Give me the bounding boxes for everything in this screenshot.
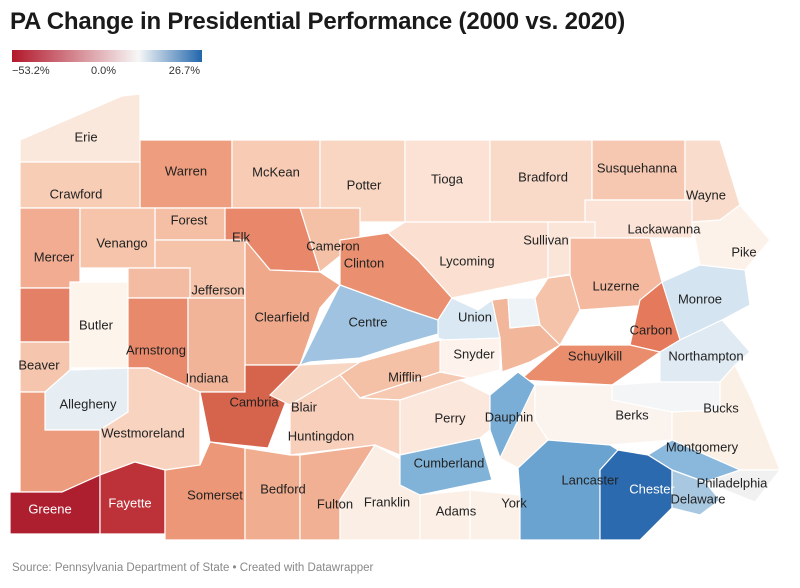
county-label-lycoming: Lycoming <box>439 253 494 268</box>
county-label-pike: Pike <box>731 244 756 259</box>
county-label-jefferson: Jefferson <box>191 282 244 297</box>
color-legend: −53.2% 0.0% 26.7% <box>12 50 202 81</box>
county-label-cambria: Cambria <box>229 394 279 409</box>
county-label-westmoreland: Westmoreland <box>101 425 185 440</box>
county-mercer <box>19 207 81 289</box>
county-delaware <box>671 469 721 516</box>
legend-min-label: −53.2% <box>12 65 50 77</box>
county-label-sullivan: Sullivan <box>523 232 569 247</box>
county-label-clearfield: Clearfield <box>255 309 310 324</box>
county-philadelphia <box>703 469 782 503</box>
county-label-bedford: Bedford <box>260 481 306 496</box>
county-label-chester: Chester <box>629 481 675 496</box>
county-label-berks: Berks <box>615 407 649 422</box>
county-chester <box>599 449 673 541</box>
county-label-snyder: Snyder <box>453 346 495 361</box>
county-label-blair: Blair <box>291 399 318 414</box>
county-clarion <box>127 267 191 299</box>
county-label-carbon: Carbon <box>630 322 673 337</box>
county-schuylkill <box>518 344 662 386</box>
county-label-bucks: Bucks <box>703 400 739 415</box>
county-label-adams: Adams <box>436 503 477 518</box>
county-label-northampton: Northampton <box>668 348 743 363</box>
county-label-perry: Perry <box>434 410 466 425</box>
county-label-monroe: Monroe <box>678 291 722 306</box>
county-montour <box>507 297 541 329</box>
county-label-philadelphia: Philadelphia <box>697 475 769 490</box>
county-label-cumberland: Cumberland <box>414 455 485 470</box>
county-label-greene: Greene <box>28 501 71 516</box>
county-label-elk: Elk <box>232 229 251 244</box>
county-label-somerset: Somerset <box>187 487 243 502</box>
county-label-indiana: Indiana <box>186 370 229 385</box>
legend-max-label: 26.7% <box>168 65 200 77</box>
county-erie <box>19 93 141 163</box>
county-label-wayne: Wayne <box>686 187 726 202</box>
county-lawrence <box>19 287 71 343</box>
legend-gradient-bar <box>12 50 202 62</box>
county-label-franklin: Franklin <box>364 494 410 509</box>
county-label-fulton: Fulton <box>317 496 353 511</box>
county-label-butler: Butler <box>79 317 114 332</box>
source-note: Source: Pennsylvania Department of State… <box>12 562 374 574</box>
county-label-cameron: Cameron <box>306 238 359 253</box>
county-label-york: York <box>501 495 527 510</box>
county-label-bradford: Bradford <box>518 169 568 184</box>
county-label-forest: Forest <box>171 212 208 227</box>
county-label-venango: Venango <box>96 235 147 250</box>
county-label-luzerne: Luzerne <box>593 278 640 293</box>
county-label-tioga: Tioga <box>431 171 464 186</box>
county-label-montgomery: Montgomery <box>666 439 739 454</box>
county-label-dauphin: Dauphin <box>485 409 533 424</box>
county-label-union: Union <box>458 309 492 324</box>
county-label-schuylkill: Schuylkill <box>568 348 622 363</box>
county-label-centre: Centre <box>348 314 387 329</box>
county-label-allegheny: Allegheny <box>59 396 117 411</box>
county-label-crawford: Crawford <box>50 186 103 201</box>
county-label-delaware: Delaware <box>671 491 726 506</box>
county-label-lackawanna: Lackawanna <box>628 221 702 236</box>
county-label-mercer: Mercer <box>34 249 75 264</box>
county-label-mifflin: Mifflin <box>388 369 422 384</box>
county-label-warren: Warren <box>165 163 207 178</box>
county-label-susquehanna: Susquehanna <box>597 160 678 175</box>
legend-mid-label: 0.0% <box>91 65 117 77</box>
county-label-beaver: Beaver <box>18 357 60 372</box>
county-label-lancaster: Lancaster <box>561 472 619 487</box>
county-label-armstrong: Armstrong <box>126 342 186 357</box>
county-wayne <box>684 139 741 223</box>
county-label-huntingdon: Huntingdon <box>288 428 355 443</box>
county-label-mckean: McKean <box>252 164 300 179</box>
county-label-fayette: Fayette <box>108 495 151 510</box>
county-label-clinton: Clinton <box>344 255 384 270</box>
county-label-erie: Erie <box>74 129 97 144</box>
county-label-potter: Potter <box>347 177 382 192</box>
chart-title: PA Change in Presidential Performance (2… <box>10 8 625 35</box>
county-cumberland <box>399 437 493 496</box>
